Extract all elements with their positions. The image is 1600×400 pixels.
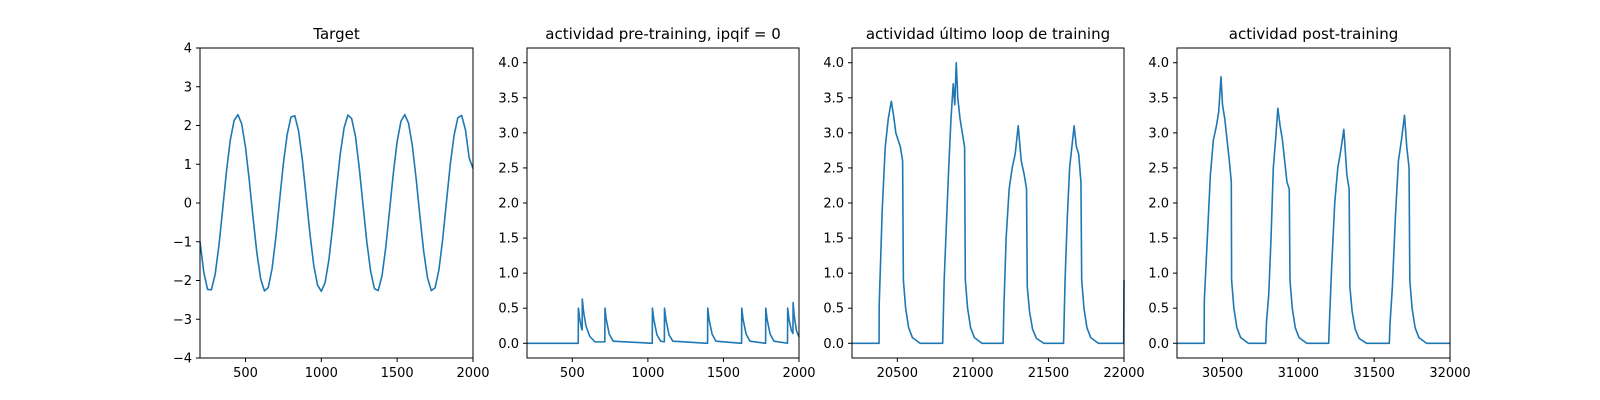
- subplot-1: Target 500 1000 1500 2000 −4 −3 −2 −1 0 1 2 3 4: [173, 25, 490, 381]
- y-tick-label: 0.0: [823, 337, 844, 352]
- series-line: [1177, 75, 1450, 345]
- y-tick-label: 1.5: [823, 232, 844, 247]
- y-tick-label: 3.0: [823, 126, 844, 141]
- series-line: [527, 298, 800, 345]
- subplot-3: actividad último loop de training 20500 21…: [823, 25, 1144, 381]
- y-tick-label: 1.0: [1148, 267, 1169, 282]
- y-tick-label: 2.5: [1148, 161, 1169, 176]
- y-tick-label: 4.0: [823, 56, 844, 71]
- x-tick-label: 30500: [1202, 366, 1243, 381]
- y-tick-label: −3: [173, 313, 192, 328]
- y-tick-label: −4: [173, 352, 192, 367]
- axes-frame: [199, 47, 474, 359]
- y-tick-label: 3.5: [498, 91, 519, 106]
- y-tick-label: 1.0: [498, 267, 519, 282]
- axes-frame: [526, 47, 800, 359]
- y-tick-label: 1.0: [823, 267, 844, 282]
- y-tick-label: 4: [184, 42, 192, 57]
- y-tick-label: 3.5: [1148, 91, 1169, 106]
- subplot-title: actividad último loop de training: [866, 25, 1110, 43]
- subplot-title: actividad post-training: [1229, 25, 1398, 43]
- x-tick-label: 32000: [1429, 366, 1470, 381]
- y-tick-label: 1: [184, 158, 192, 173]
- subplot-4: actividad post-training 30500 31000 31500 32…: [1148, 25, 1470, 381]
- y-tick-label: 2.0: [823, 197, 844, 212]
- y-tick-label: 2: [184, 119, 192, 134]
- series-line: [852, 61, 1125, 345]
- x-tick-label: 2000: [456, 366, 489, 381]
- subplot-title: Target: [312, 25, 360, 43]
- y-tick-label: 4.0: [498, 56, 519, 71]
- y-tick-label: 0.5: [498, 302, 519, 317]
- y-tick-label: 3.0: [498, 126, 519, 141]
- y-tick-label: 1.5: [1148, 232, 1169, 247]
- y-tick-label: 2.0: [498, 197, 519, 212]
- series-line: [199, 113, 474, 293]
- x-tick-label: 500: [560, 366, 585, 381]
- subplot-title: actividad pre-training, ipqif = 0: [545, 25, 781, 43]
- x-tick-label: 1000: [305, 366, 338, 381]
- y-tick-label: 1.5: [498, 232, 519, 247]
- x-tick-label: 21500: [1028, 366, 1069, 381]
- x-tick-label: 1000: [631, 366, 664, 381]
- x-tick-label: 22000: [1103, 366, 1144, 381]
- x-tick-label: 500: [233, 366, 258, 381]
- subplot-2: actividad pre-training, ipqif = 0 500 1000…: [498, 25, 815, 381]
- axes-frame: [851, 47, 1125, 359]
- y-tick-label: −2: [173, 274, 192, 289]
- x-tick-label: 1500: [707, 366, 740, 381]
- y-tick-label: 0.5: [823, 302, 844, 317]
- y-tick-label: 4.0: [1148, 56, 1169, 71]
- x-tick-label: 31000: [1278, 366, 1319, 381]
- y-tick-label: 2.5: [823, 161, 844, 176]
- y-tick-label: 3: [184, 80, 192, 95]
- y-tick-label: 2.0: [1148, 197, 1169, 212]
- y-tick-label: 3.5: [823, 91, 844, 106]
- y-tick-label: −1: [173, 235, 192, 250]
- x-tick-label: 20500: [877, 366, 918, 381]
- y-tick-label: 3.0: [1148, 126, 1169, 141]
- y-tick-label: 2.5: [498, 161, 519, 176]
- x-tick-label: 31500: [1353, 366, 1394, 381]
- y-tick-label: 0: [184, 197, 192, 212]
- y-tick-label: 0.0: [1148, 337, 1169, 352]
- x-tick-label: 21000: [952, 366, 993, 381]
- x-tick-label: 2000: [782, 366, 815, 381]
- y-tick-label: 0.0: [498, 337, 519, 352]
- x-tick-label: 1500: [381, 366, 414, 381]
- y-tick-label: 0.5: [1148, 302, 1169, 317]
